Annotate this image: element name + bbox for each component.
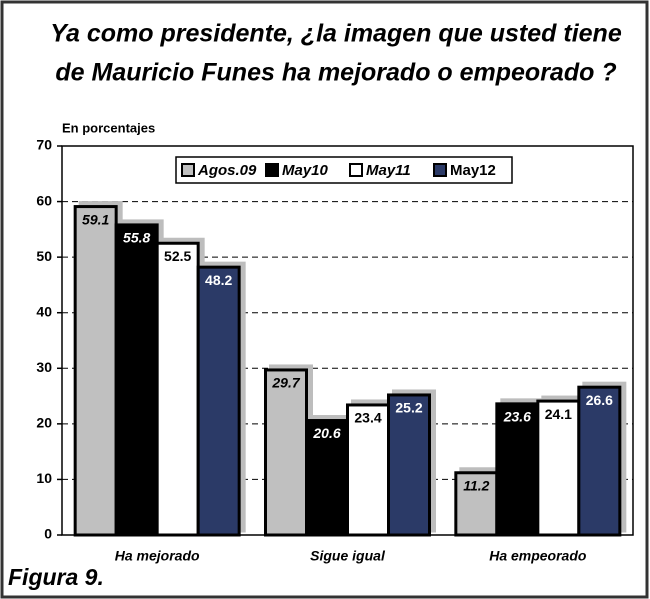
value-label: 23.6 bbox=[503, 409, 531, 425]
legend-swatch bbox=[265, 163, 279, 177]
value-label: 59.1 bbox=[82, 211, 109, 227]
value-label: 23.4 bbox=[354, 410, 381, 426]
bar bbox=[155, 241, 200, 537]
value-label: 24.1 bbox=[545, 406, 572, 422]
y-tick-label: 50 bbox=[36, 248, 52, 264]
legend-label: Agos.09 bbox=[197, 162, 257, 179]
value-label: 25.2 bbox=[395, 400, 422, 416]
y-tick-label: 10 bbox=[36, 470, 52, 486]
legend-label: May12 bbox=[450, 162, 496, 179]
y-tick-label: 40 bbox=[36, 303, 52, 319]
bar bbox=[346, 403, 390, 537]
bar bbox=[114, 223, 159, 537]
value-label: 26.6 bbox=[586, 392, 613, 408]
legend-swatch bbox=[349, 163, 363, 177]
chart-title: de Mauricio Funes ha mejorado o empeorad… bbox=[55, 59, 616, 87]
y-axis-label: En porcentajes bbox=[62, 120, 155, 135]
legend-label: May11 bbox=[366, 162, 411, 179]
value-label: 11.2 bbox=[463, 477, 489, 493]
value-label: 29.7 bbox=[271, 375, 300, 391]
x-tick-label: Ha empeorado bbox=[489, 548, 587, 564]
bar bbox=[196, 265, 241, 537]
bar bbox=[264, 368, 308, 537]
chart-title: Ya como presidente, ¿la imagen que usted… bbox=[50, 20, 622, 48]
bar bbox=[73, 205, 118, 537]
y-tick-label: 60 bbox=[36, 192, 52, 208]
y-tick-label: 30 bbox=[36, 359, 52, 375]
value-label: 55.8 bbox=[123, 230, 150, 246]
legend-box bbox=[175, 156, 513, 184]
bar bbox=[577, 385, 622, 537]
y-tick-label: 20 bbox=[36, 415, 52, 431]
value-label: 48.2 bbox=[205, 272, 232, 288]
x-tick-label: Sigue igual bbox=[310, 548, 386, 564]
x-tick-label: Ha mejorado bbox=[115, 548, 200, 564]
y-tick-label: 70 bbox=[36, 137, 52, 153]
legend-swatch bbox=[181, 163, 195, 177]
value-label: 20.6 bbox=[312, 425, 340, 441]
legend-label: May10 bbox=[282, 162, 329, 179]
value-label: 52.5 bbox=[164, 248, 191, 264]
y-tick-label: 0 bbox=[44, 526, 52, 542]
caption: Figura 9. bbox=[8, 564, 104, 590]
bar bbox=[387, 393, 431, 537]
legend-swatch bbox=[433, 163, 447, 177]
